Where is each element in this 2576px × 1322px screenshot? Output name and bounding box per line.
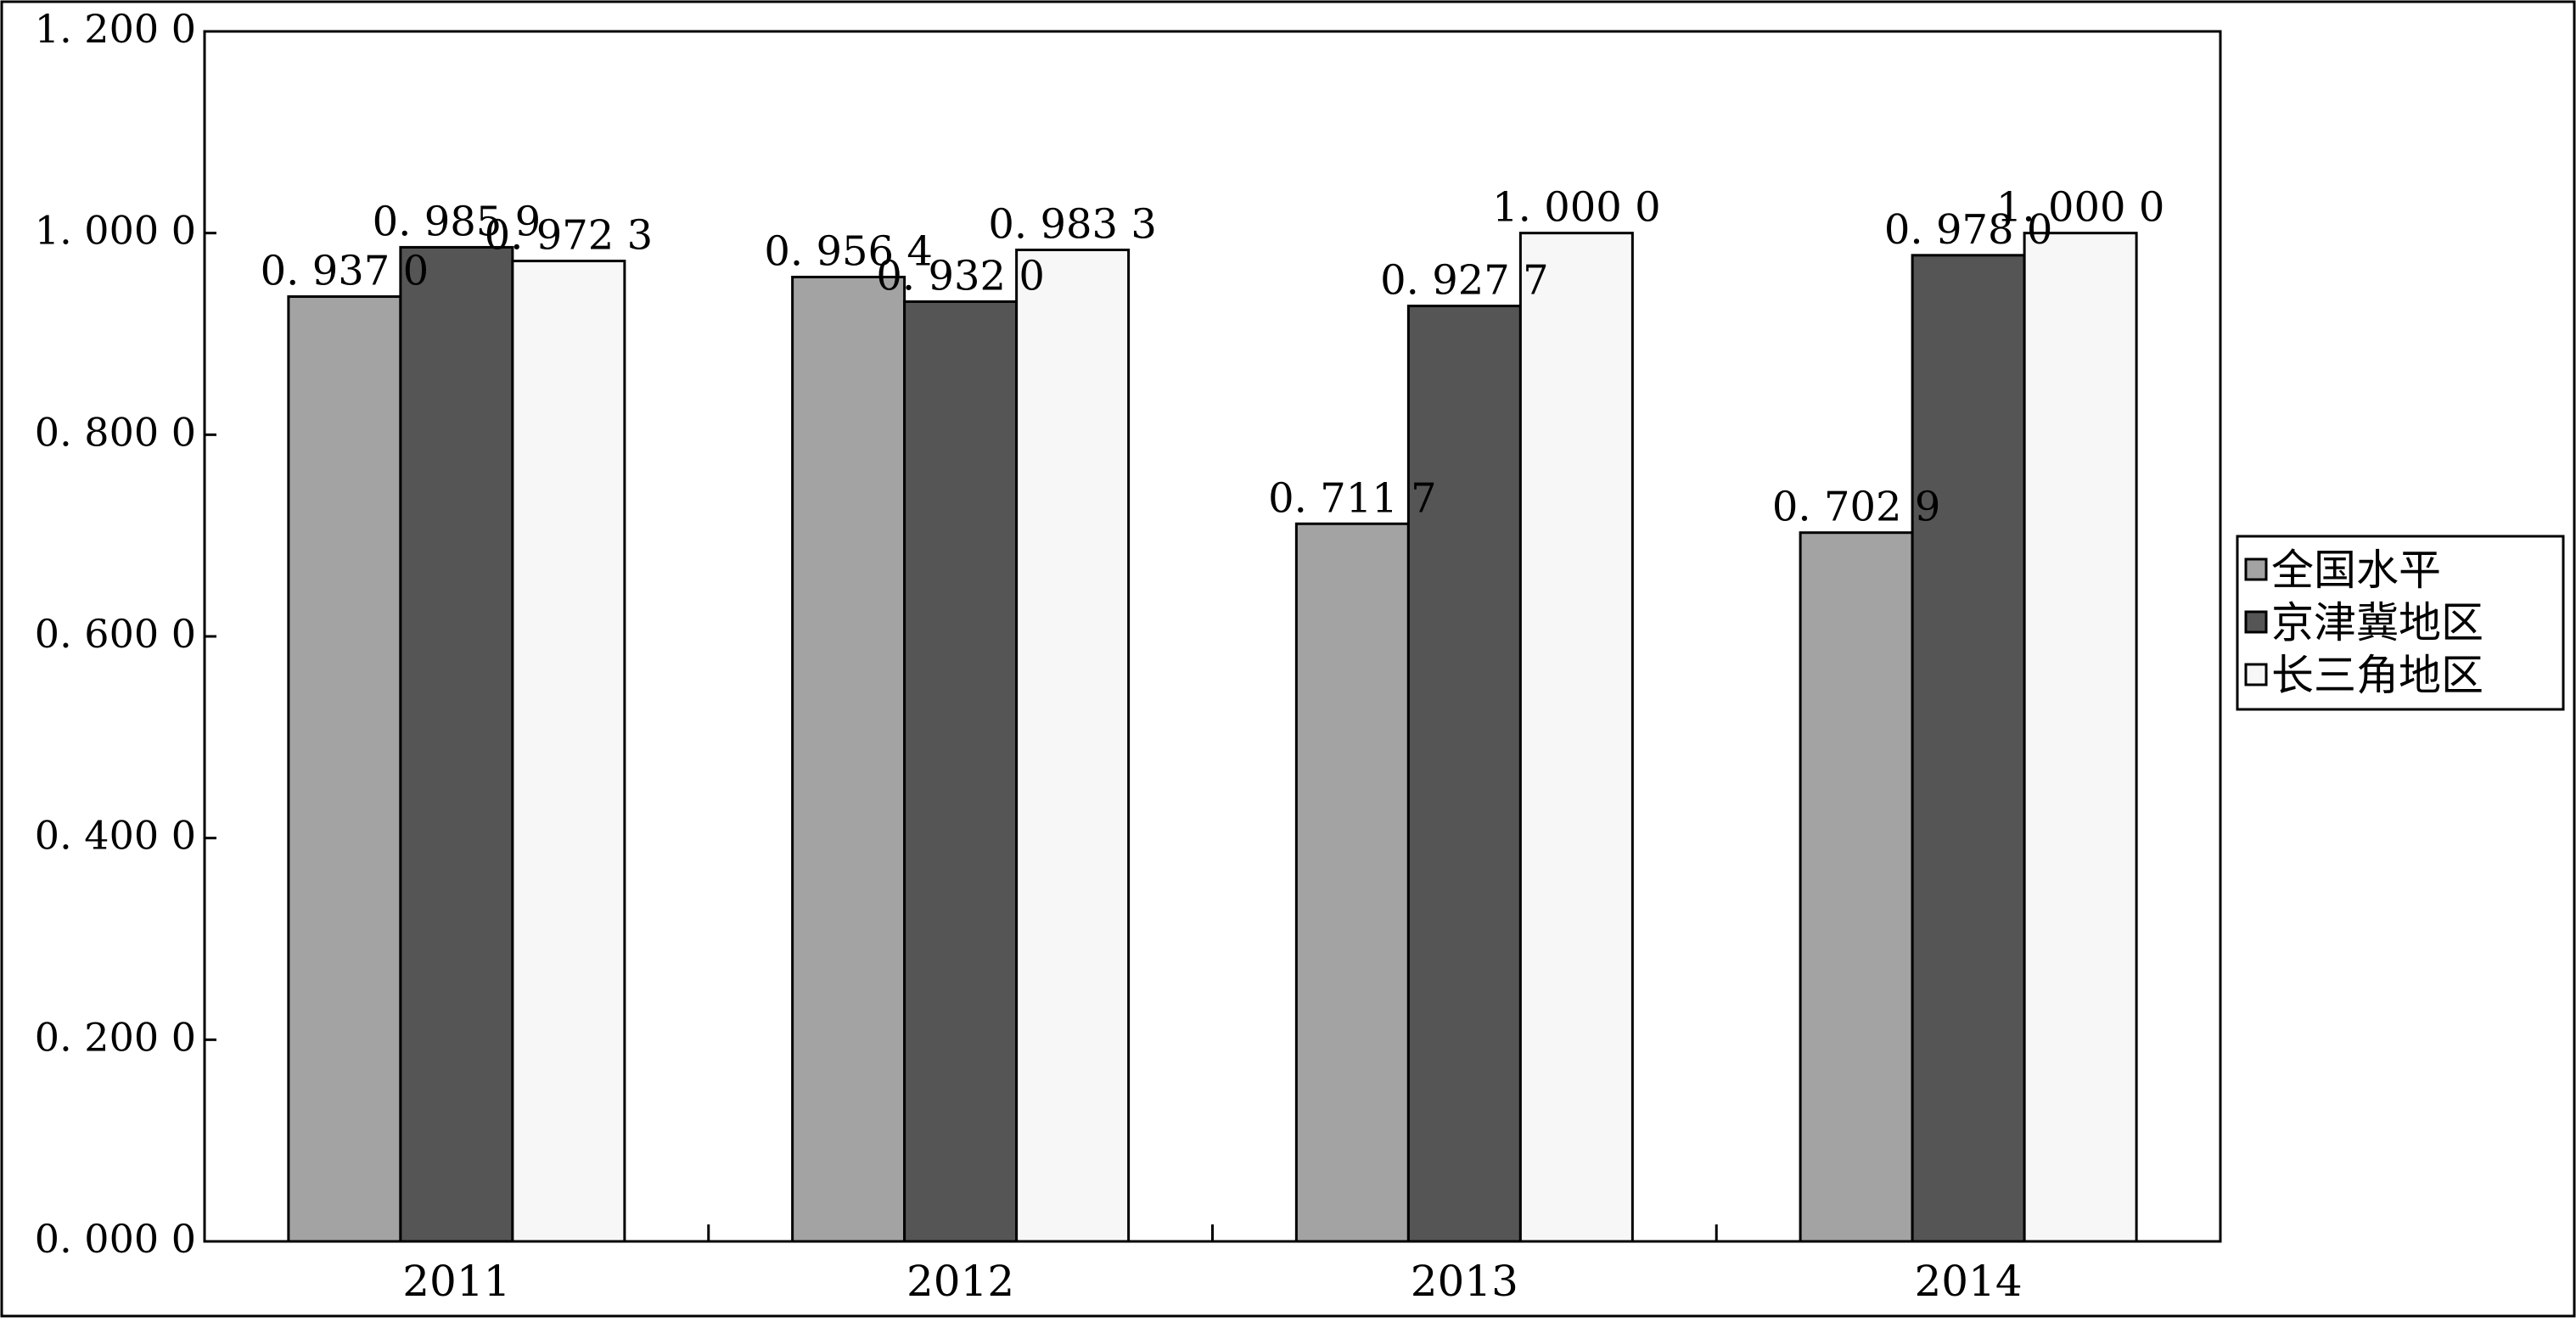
- bar: [1294, 522, 1410, 1243]
- data-label: 1. 000 0: [1996, 184, 2164, 232]
- bar: [1015, 249, 1131, 1243]
- y-tick-label: 1. 000 0: [35, 208, 196, 254]
- data-label: 1. 000 0: [1492, 184, 1660, 232]
- legend-swatch: [2244, 663, 2268, 686]
- legend-box: [2236, 535, 2565, 711]
- y-tick-label: 0. 200 0: [35, 1014, 196, 1060]
- y-tick-label: 0. 600 0: [35, 611, 196, 657]
- legend-label: 全国水平: [2271, 546, 2441, 595]
- y-tick-label: 0. 400 0: [35, 813, 196, 859]
- data-label: 0. 932 0: [876, 252, 1044, 300]
- bar: [511, 260, 626, 1243]
- y-tick-label: 0. 800 0: [35, 409, 196, 455]
- y-tick-label: 1. 200 0: [35, 6, 196, 52]
- data-label: 0. 983 3: [988, 201, 1156, 249]
- bar: [1799, 531, 1914, 1243]
- bar: [903, 300, 1019, 1243]
- data-label: 0. 711 7: [1268, 474, 1436, 522]
- x-tick-label: 2014: [1915, 1257, 2023, 1306]
- data-label: 0. 956 4: [764, 227, 932, 275]
- legend-label: 长三角地区: [2271, 651, 2483, 700]
- bars: [287, 232, 2138, 1243]
- x-axis: 2011 2012 2013 2014: [402, 1224, 2023, 1306]
- bar: [399, 245, 514, 1243]
- data-label: 0. 937 0: [261, 248, 429, 295]
- bar: [1406, 305, 1522, 1243]
- y-axis: 0. 000 0 0. 200 0 0. 400 0 0. 600 0 0. 800 0…: [35, 6, 216, 1262]
- y-tick-label: 0. 000 0: [35, 1216, 196, 1262]
- legend-swatch: [2244, 557, 2268, 581]
- bar: [1911, 254, 2026, 1243]
- x-tick-label: 2011: [402, 1257, 510, 1306]
- data-label: 0. 978 0: [1884, 206, 2052, 254]
- data-label: 0. 972 3: [485, 212, 653, 260]
- data-label: 0. 985 9: [373, 198, 541, 245]
- bar: [791, 275, 906, 1243]
- legend-swatch: [2244, 610, 2268, 634]
- bar: [1518, 232, 1634, 1243]
- data-label: 0. 702 9: [1772, 484, 1940, 531]
- bar: [2023, 232, 2138, 1243]
- data-label: 0. 927 7: [1380, 257, 1548, 305]
- bar: [287, 295, 402, 1243]
- legend-label: 京津冀地区: [2271, 598, 2483, 647]
- x-tick-label: 2013: [1411, 1257, 1518, 1306]
- data-labels: 0. 937 00. 985 90. 972 3 0. 956 40. 932 0…: [261, 184, 2165, 531]
- x-tick-label: 2012: [906, 1257, 1014, 1306]
